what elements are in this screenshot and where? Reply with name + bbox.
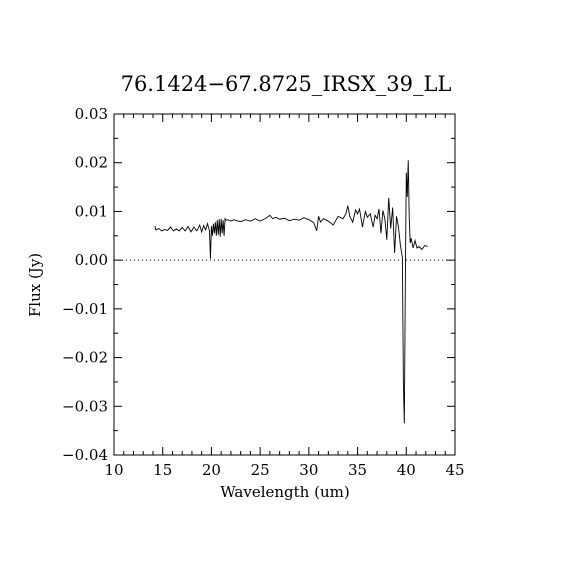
y-axis: −0.04 −0.03 −0.02 −0.01 0.00 0.01 0.02 0.03 — [62, 105, 455, 464]
x-axis-title: Wavelength (um) — [220, 483, 349, 501]
x-tick-label: 35 — [348, 461, 367, 479]
y-tick-label: 0.03 — [75, 105, 108, 123]
y-tick-label: 0.02 — [75, 154, 108, 172]
y-tick-label: −0.03 — [62, 397, 108, 415]
y-tick-label: −0.02 — [62, 349, 108, 367]
x-tick-label: 25 — [251, 461, 270, 479]
chart-title: 76.1424−67.8725_IRSX_39_LL — [121, 72, 452, 96]
x-tick-label: 45 — [445, 461, 464, 479]
y-tick-label: −0.01 — [62, 300, 108, 318]
x-tick-label: 30 — [299, 461, 318, 479]
x-tick-label: 20 — [202, 461, 221, 479]
y-tick-label: 0.00 — [75, 251, 108, 269]
y-axis-title: Flux (Jy) — [26, 253, 44, 317]
x-axis: 10 15 20 25 30 35 40 45 — [104, 114, 465, 479]
x-tick-label: 10 — [104, 461, 123, 479]
x-tick-label: 15 — [153, 461, 172, 479]
series-layer — [154, 160, 428, 424]
series-line-0 — [154, 160, 428, 424]
x-tick-label: 40 — [397, 461, 416, 479]
y-tick-label: 0.01 — [75, 202, 108, 220]
y-tick-label: −0.04 — [62, 446, 108, 464]
